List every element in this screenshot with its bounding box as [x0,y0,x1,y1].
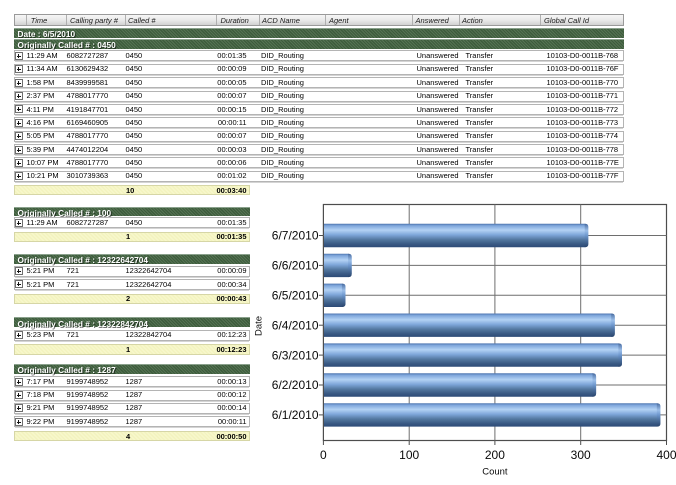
svg-text:6/3/2010: 6/3/2010 [272,348,319,362]
svg-text:6/2/2010: 6/2/2010 [272,378,319,392]
svg-text:Count: Count [482,467,508,478]
svg-text:400: 400 [656,448,676,462]
svg-text:6/5/2010: 6/5/2010 [272,289,319,303]
svg-text:6/7/2010: 6/7/2010 [272,229,319,243]
svg-text:200: 200 [485,448,505,462]
svg-text:6/1/2010: 6/1/2010 [272,408,319,422]
svg-text:Date: Date [254,316,265,336]
svg-text:0: 0 [320,448,327,462]
svg-text:6/6/2010: 6/6/2010 [272,259,319,273]
svg-text:100: 100 [399,448,419,462]
svg-text:300: 300 [571,448,591,462]
svg-text:6/4/2010: 6/4/2010 [272,318,319,332]
